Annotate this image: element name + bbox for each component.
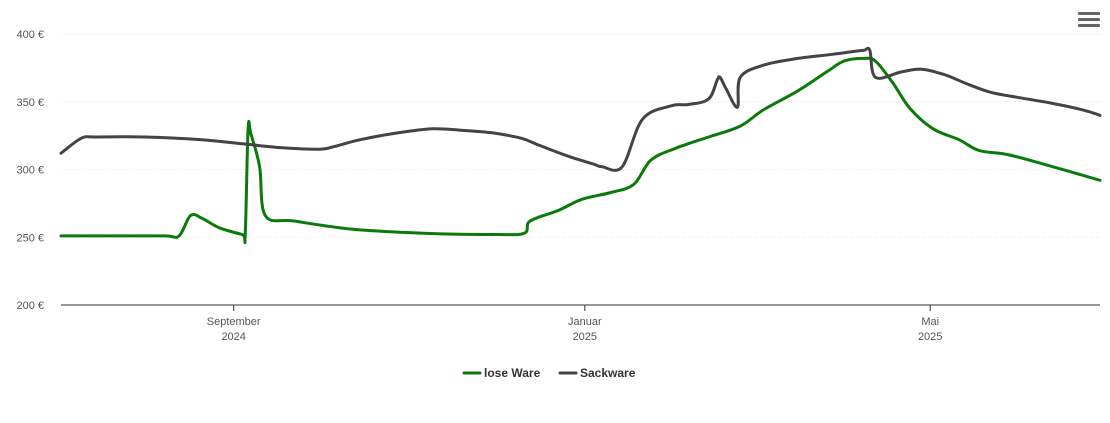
legend-item-lose-ware[interactable]: lose Ware — [462, 366, 541, 380]
y-tick-label: 400 € — [16, 29, 44, 41]
legend[interactable]: lose Ware Sackware — [462, 366, 636, 380]
y-tick-label: 300 € — [16, 165, 44, 177]
x-tick-label: September — [207, 316, 261, 328]
y-tick-label: 350 € — [16, 97, 44, 109]
y-axis: 200 € 250 € 300 € 350 € 400 € — [16, 29, 44, 312]
menu-bar — [1078, 12, 1100, 15]
y-tick-label: 200 € — [16, 300, 44, 312]
series-line-lose-ware — [59, 56, 1102, 245]
legend-label: Sackware — [580, 366, 636, 380]
legend-label: lose Ware — [484, 366, 541, 380]
x-tick-label: Mai — [921, 316, 939, 328]
menu-bar — [1078, 18, 1100, 21]
x-axis: September 2024 Januar 2025 Mai 2025 — [61, 304, 1100, 343]
x-tick-year-label: 2024 — [221, 331, 245, 343]
legend-item-sackware[interactable]: Sackware — [558, 366, 636, 380]
series-line-sackware — [59, 46, 1102, 172]
menu-bar — [1078, 24, 1100, 27]
x-tick-year-label: 2025 — [918, 331, 942, 343]
x-tick-label: Januar — [568, 316, 602, 328]
x-tick-year-label: 2025 — [573, 331, 597, 343]
y-tick-label: 250 € — [16, 232, 44, 244]
hamburger-menu-icon[interactable] — [1078, 12, 1100, 32]
grid — [61, 33, 1100, 238]
series-group — [59, 46, 1102, 245]
